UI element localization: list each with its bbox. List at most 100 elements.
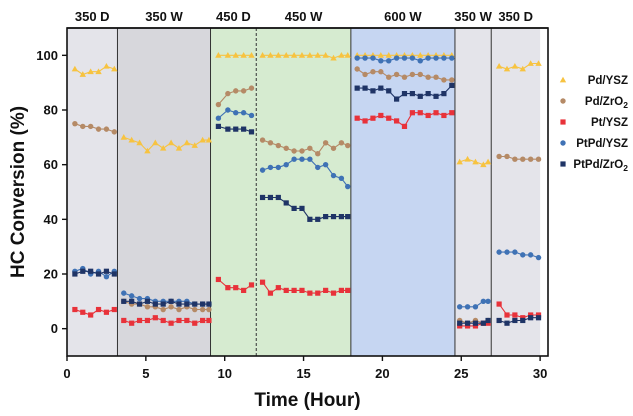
data-point-4-12 xyxy=(168,298,174,304)
data-point-4-8 xyxy=(136,301,143,307)
data-point-0-50 xyxy=(472,158,479,165)
data-point-2-26 xyxy=(283,287,289,293)
data-point-0-14 xyxy=(183,139,191,146)
y-tick-label-2: 40 xyxy=(44,212,58,227)
data-point-1-21 xyxy=(240,88,247,94)
data-point-3-54 xyxy=(504,249,510,255)
data-point-0-13 xyxy=(175,144,183,151)
region-labels: 350 D 350 W 450 D 450 W 600 W 350 W 350 D xyxy=(75,9,533,24)
region-1 xyxy=(117,28,211,356)
data-point-4-24 xyxy=(267,194,274,201)
data-point-2-20 xyxy=(233,285,239,291)
data-point-4-23 xyxy=(259,194,266,201)
data-point-4-26 xyxy=(283,200,289,206)
data-point-2-39 xyxy=(386,115,392,121)
data-point-3-35 xyxy=(354,55,360,61)
data-point-4-11 xyxy=(160,301,166,307)
data-point-3-39 xyxy=(386,58,392,64)
data-point-0-43 xyxy=(417,52,424,58)
data-point-1-16 xyxy=(199,306,206,313)
data-point-3-37 xyxy=(370,55,376,61)
data-point-1-54 xyxy=(504,153,510,160)
data-point-4-58 xyxy=(535,315,542,321)
data-point-0-16 xyxy=(199,136,206,143)
data-point-1-1 xyxy=(80,123,86,130)
data-point-1-43 xyxy=(417,71,423,78)
data-point-1-25 xyxy=(275,142,282,149)
region-2 xyxy=(210,28,257,356)
data-point-4-48 xyxy=(457,320,463,326)
data-point-1-23 xyxy=(259,137,266,143)
x-tick-label-2: 10 xyxy=(217,366,231,381)
legend-marker-2 xyxy=(560,119,566,125)
data-point-4-32 xyxy=(330,214,337,220)
x-tick-label-3: 15 xyxy=(296,366,310,381)
data-point-2-36 xyxy=(362,118,368,124)
data-point-1-30 xyxy=(315,151,321,157)
data-point-0-10 xyxy=(152,139,159,146)
data-point-1-17 xyxy=(206,306,212,313)
data-point-3-7 xyxy=(128,293,135,299)
legend-item-2: Pt/YSZ xyxy=(560,117,628,129)
data-point-4-50 xyxy=(472,320,479,326)
data-point-0-4 xyxy=(103,62,110,69)
data-point-0-28 xyxy=(298,52,306,58)
data-point-3-47 xyxy=(449,55,455,61)
legend-marker-4 xyxy=(560,161,566,167)
data-point-2-12 xyxy=(168,320,174,326)
data-point-3-51 xyxy=(480,298,487,305)
data-point-2-21 xyxy=(241,287,247,293)
data-point-1-5 xyxy=(111,129,118,135)
data-point-4-14 xyxy=(184,301,190,307)
data-point-2-31 xyxy=(323,287,329,293)
data-point-1-18 xyxy=(215,101,222,108)
data-point-2-56 xyxy=(520,315,526,321)
data-point-1-13 xyxy=(176,306,182,313)
y-tick-label-4: 80 xyxy=(44,103,58,118)
data-point-2-50 xyxy=(472,323,479,329)
data-point-0-34 xyxy=(344,52,351,58)
region-label-5: 350 W xyxy=(454,9,492,24)
region-3 xyxy=(256,28,351,356)
data-point-3-20 xyxy=(233,110,239,116)
data-point-4-57 xyxy=(528,315,534,321)
data-point-0-26 xyxy=(283,52,290,58)
data-point-3-27 xyxy=(291,156,297,162)
data-point-2-44 xyxy=(425,112,431,119)
data-point-1-40 xyxy=(393,71,400,78)
data-point-2-4 xyxy=(103,309,110,315)
region-label-3: 450 W xyxy=(285,9,323,24)
data-point-0-49 xyxy=(464,155,471,162)
y-tick-label-1: 20 xyxy=(44,267,58,282)
legend-label-4: PtPd/ZrO2 xyxy=(573,159,628,173)
data-point-2-45 xyxy=(433,110,439,116)
data-point-4-29 xyxy=(307,216,313,222)
data-point-2-13 xyxy=(176,317,182,324)
data-point-0-53 xyxy=(495,62,503,69)
legend-label-2: Pt/YSZ xyxy=(591,117,628,129)
data-point-2-43 xyxy=(417,110,423,116)
data-point-4-15 xyxy=(192,301,198,307)
data-marks xyxy=(71,52,542,329)
data-point-0-12 xyxy=(167,139,175,146)
data-point-4-42 xyxy=(409,91,415,97)
legend-item-4: PtPd/ZrO2 xyxy=(560,159,628,173)
data-point-2-33 xyxy=(338,287,345,293)
data-point-4-45 xyxy=(433,93,439,99)
data-point-0-38 xyxy=(377,52,385,58)
data-point-1-41 xyxy=(401,74,408,80)
data-point-2-7 xyxy=(129,320,135,326)
data-point-4-46 xyxy=(441,91,447,97)
data-point-0-57 xyxy=(527,60,534,66)
data-point-1-4 xyxy=(103,126,110,132)
y-axis-title: HC Conversion (%) xyxy=(8,106,29,278)
data-point-1-39 xyxy=(386,74,392,80)
data-point-0-52 xyxy=(484,158,492,165)
data-point-3-23 xyxy=(259,167,266,173)
data-point-0-7 xyxy=(128,136,135,143)
legend-item-0: Pd/YSZ xyxy=(559,75,628,87)
region-label-6: 350 D xyxy=(498,9,533,24)
data-point-4-52 xyxy=(485,317,491,324)
data-point-2-40 xyxy=(394,118,400,124)
data-point-4-0 xyxy=(72,271,78,277)
